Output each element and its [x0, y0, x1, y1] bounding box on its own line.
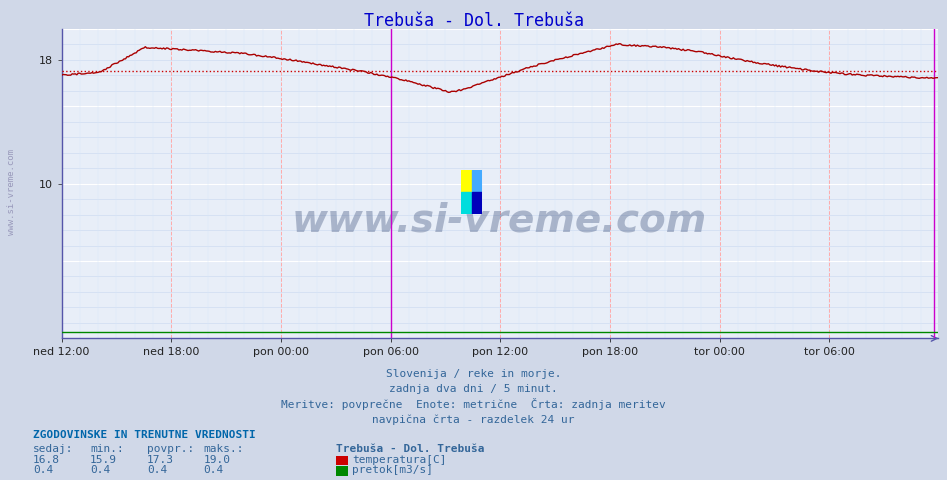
Text: www.si-vreme.com: www.si-vreme.com — [7, 149, 16, 235]
Text: zadnja dva dni / 5 minut.: zadnja dva dni / 5 minut. — [389, 384, 558, 394]
Text: sedaj:: sedaj: — [33, 444, 74, 454]
Text: temperatura[C]: temperatura[C] — [352, 455, 447, 465]
Text: Slovenija / reke in morje.: Slovenija / reke in morje. — [385, 369, 562, 379]
Text: 19.0: 19.0 — [204, 455, 231, 465]
Text: 16.8: 16.8 — [33, 455, 61, 465]
Bar — [472, 192, 482, 214]
Bar — [461, 192, 472, 214]
Bar — [472, 170, 482, 192]
Text: Meritve: povprečne  Enote: metrične  Črta: zadnja meritev: Meritve: povprečne Enote: metrične Črta:… — [281, 397, 666, 409]
Text: www.si-vreme.com: www.si-vreme.com — [292, 202, 707, 240]
Text: maks.:: maks.: — [204, 444, 244, 454]
Text: Trebuša - Dol. Trebuša: Trebuša - Dol. Trebuša — [364, 12, 583, 30]
Text: navpična črta - razdelek 24 ur: navpična črta - razdelek 24 ur — [372, 414, 575, 425]
Bar — [461, 170, 472, 192]
Text: 0.4: 0.4 — [90, 465, 110, 475]
Text: min.:: min.: — [90, 444, 124, 454]
Text: 0.4: 0.4 — [147, 465, 167, 475]
Text: 0.4: 0.4 — [204, 465, 223, 475]
Text: Trebuša - Dol. Trebuša: Trebuša - Dol. Trebuša — [336, 444, 485, 454]
Text: ZGODOVINSKE IN TRENUTNE VREDNOSTI: ZGODOVINSKE IN TRENUTNE VREDNOSTI — [33, 430, 256, 440]
Text: povpr.:: povpr.: — [147, 444, 194, 454]
Text: 0.4: 0.4 — [33, 465, 53, 475]
Text: 15.9: 15.9 — [90, 455, 117, 465]
Text: pretok[m3/s]: pretok[m3/s] — [352, 465, 434, 475]
Text: 17.3: 17.3 — [147, 455, 174, 465]
